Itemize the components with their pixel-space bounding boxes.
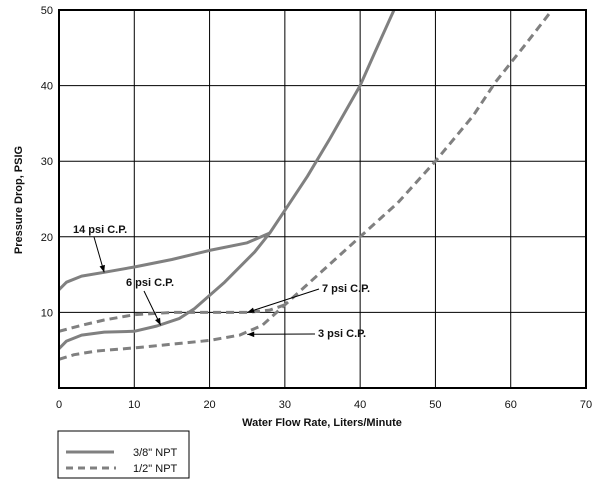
y-tick-label-30: 30 [41, 156, 53, 168]
x-tick-label-30: 30 [279, 399, 291, 411]
y-tick-label-50: 50 [41, 5, 53, 17]
series-line-6-psi-c-p [59, 10, 394, 349]
curves [59, 10, 552, 359]
annotation-arrowhead-7-psi-c-p [247, 308, 255, 313]
series-line-7-psi-c-p [59, 305, 285, 332]
x-tick-label-70: 70 [580, 399, 592, 411]
x-tick-label-50: 50 [429, 399, 441, 411]
annotation-3-psi-c-p: 3 psi C.P. [318, 328, 366, 340]
x-tick-label-40: 40 [354, 399, 366, 411]
x-tick-label-60: 60 [505, 399, 517, 411]
annotation-6-psi-c-p: 6 psi C.P. [126, 277, 174, 289]
annotation-arrowhead-3-psi-c-p [247, 331, 254, 337]
x-tick-label-20: 20 [203, 399, 215, 411]
annotations: 14 psi C.P. 6 psi C.P. 7 psi C.P. 3 psi C.P… [73, 224, 370, 340]
x-tick-label-10: 10 [128, 399, 140, 411]
legend-label-3-8-npt: 3/8" NPT [133, 447, 178, 459]
annotation-14-psi-c-p: 14 psi C.P. [73, 224, 127, 236]
y-tick-label-10: 10 [41, 307, 53, 319]
series-line-3-psi-c-p [59, 10, 552, 359]
y-axis-title: Pressure Drop, PSIG [13, 146, 25, 254]
y-tick-label-40: 40 [41, 81, 53, 93]
annotation-7-psi-c-p: 7 psi C.P. [322, 283, 370, 295]
y-tick-label-20: 20 [41, 232, 53, 244]
legend: 3/8" NPT 1/2" NPT [58, 431, 189, 478]
annotation-arrow-7-psi-c-p [247, 289, 319, 312]
legend-label-1-2-npt: 1/2" NPT [133, 463, 178, 475]
x-axis-title: Water Flow Rate, Liters/Minute [242, 417, 402, 429]
x-tick-label-0: 0 [56, 399, 62, 411]
